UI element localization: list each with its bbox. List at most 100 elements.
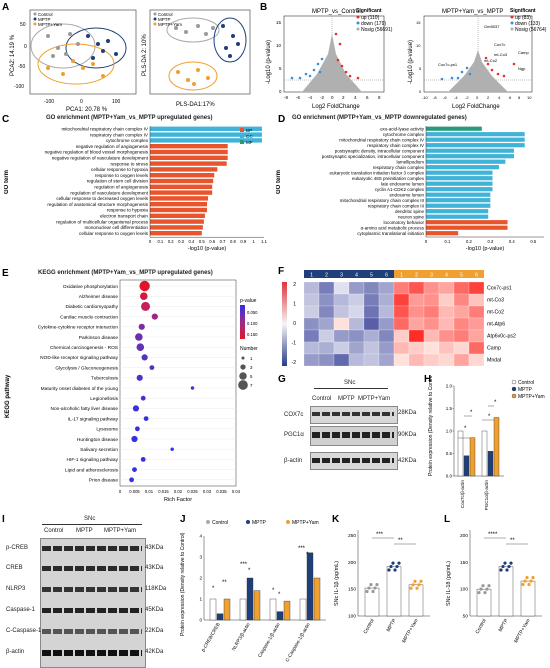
heatmap-cell (318, 329, 335, 343)
y-tick: 4 (199, 534, 202, 539)
heatmap-cell (333, 329, 350, 343)
legend-dot (511, 393, 517, 399)
scale-tick: 0 (293, 321, 296, 327)
data-point (505, 568, 509, 572)
heatmap-cell (303, 305, 320, 319)
x-tick: 0.015 (158, 489, 169, 494)
sig-mark: *** (240, 562, 248, 568)
go-term-label: cytoplasmic translational initiation (357, 231, 424, 236)
x-category-label: Cox7c/β-actin (460, 480, 465, 509)
svg-text:0: 0 (476, 95, 479, 100)
y-tick: 100 (348, 614, 356, 620)
heatmap-cell (378, 317, 395, 331)
data-point (371, 589, 375, 594)
svg-text:Cox7c-ps1: Cox7c-ps1 (438, 62, 458, 67)
heatmap-cell (408, 281, 425, 295)
data-point (531, 576, 535, 580)
x-tick: 0.3 (178, 239, 184, 244)
go-term-label: mitochondrial respiratory chain complex … (61, 127, 148, 132)
go-term-label: regulation of angiogenesis (94, 185, 148, 190)
svg-text:up (110): up (110) (361, 15, 380, 21)
data-point (481, 584, 485, 588)
heatmap-cell (453, 281, 470, 295)
heatmap-cell (453, 305, 470, 319)
heatmap-cell (378, 353, 395, 367)
y-tick: 200 (460, 533, 468, 539)
heatmap-cell (318, 341, 335, 355)
y-tick: 0.5 (446, 451, 453, 456)
svg-text:4: 4 (354, 95, 357, 100)
go-bar (150, 173, 215, 178)
y-axis-label: SNc IL-18 (pg/mL) (446, 561, 452, 606)
number-tick: 3 (250, 365, 253, 370)
svg-text:2: 2 (487, 95, 490, 100)
bar (481, 430, 488, 477)
go-bar (426, 181, 493, 186)
x-axis-label: Rich Factor (164, 497, 192, 503)
go-term-label: response to hypoxia (107, 208, 149, 213)
data-point (393, 568, 397, 572)
x-category-label: MPTP (498, 617, 510, 633)
svg-text:15: 15 (276, 20, 282, 25)
heatmap-cell (438, 317, 455, 331)
panel-d-letter: D (278, 114, 286, 125)
x-tick: 0.4 (509, 239, 515, 244)
data-point (417, 583, 421, 587)
kegg-pathway-label: Non-alcoholic fatty liver disease (51, 406, 119, 412)
data-point (411, 583, 415, 587)
svg-text:6: 6 (509, 95, 512, 100)
go-bar (426, 132, 525, 137)
go-term-label: postsynaptic density, intracellular comp… (335, 148, 425, 153)
svg-text:2: 2 (342, 95, 345, 100)
data-point (487, 584, 491, 588)
data-point (413, 579, 417, 583)
svg-text:0: 0 (279, 89, 282, 94)
heatmap-cell (408, 317, 425, 331)
go-bar (426, 159, 506, 164)
go-term-label: eukaryotic translation initiation factor… (329, 170, 424, 175)
go-bar (150, 138, 262, 143)
scale-tick: -1 (292, 341, 297, 347)
heatmap-cell (378, 293, 395, 307)
legend-swatch (240, 128, 244, 132)
legend-dot (286, 520, 290, 524)
go-bar (150, 126, 262, 131)
sample-label: 2 (325, 272, 328, 278)
heatmap-cell (333, 305, 350, 319)
kegg-pathway-label: Tuberculosis (91, 376, 119, 382)
go-term-label: neuron spine (398, 214, 425, 219)
pvalue-legend-title: p-value (240, 298, 257, 304)
panel-a-pca-plots: -100 0 100 50 0 -50 -100 PCA1: 20.78 % P… (10, 9, 251, 113)
heatmap-cell (438, 353, 455, 367)
data-point (373, 586, 377, 590)
go-term-label: regulation of anatomical structure morph… (47, 202, 148, 207)
kegg-dot (132, 467, 137, 472)
scale-tick: -2 (292, 360, 297, 366)
heatmap-cell (423, 305, 440, 319)
heatmap-cell (468, 293, 485, 307)
sig-mark: * (278, 592, 281, 598)
kegg-dot (140, 457, 146, 462)
data-point (365, 589, 369, 594)
data-point (391, 561, 395, 565)
number-tick: 5 (250, 374, 253, 379)
x-category-label: MPTP+Yam (401, 618, 420, 644)
go-bar (150, 225, 203, 230)
x-tick: 0 (119, 489, 122, 494)
kegg-pathway-label: Oxidative phosphorylation (63, 284, 119, 290)
kegg-dot (143, 416, 149, 421)
svg-text:Camp: Camp (518, 50, 529, 55)
svg-text:100: 100 (112, 99, 121, 105)
heatmap-cell (393, 317, 410, 331)
heatmap-gene-label: mt-Co3 (487, 298, 504, 304)
svg-text:Log2 FoldChange: Log2 FoldChange (452, 104, 500, 110)
svg-text:MPTP: MPTP (158, 17, 171, 22)
x-tick: 0.2 (168, 239, 174, 244)
go-bar (426, 143, 525, 148)
sig-mark: * (494, 400, 497, 406)
go-term-label: eukaryotic 48S preinitiation complex (352, 176, 425, 181)
heatmap-cell (438, 293, 455, 307)
data-point (375, 583, 379, 587)
bar (386, 566, 402, 617)
